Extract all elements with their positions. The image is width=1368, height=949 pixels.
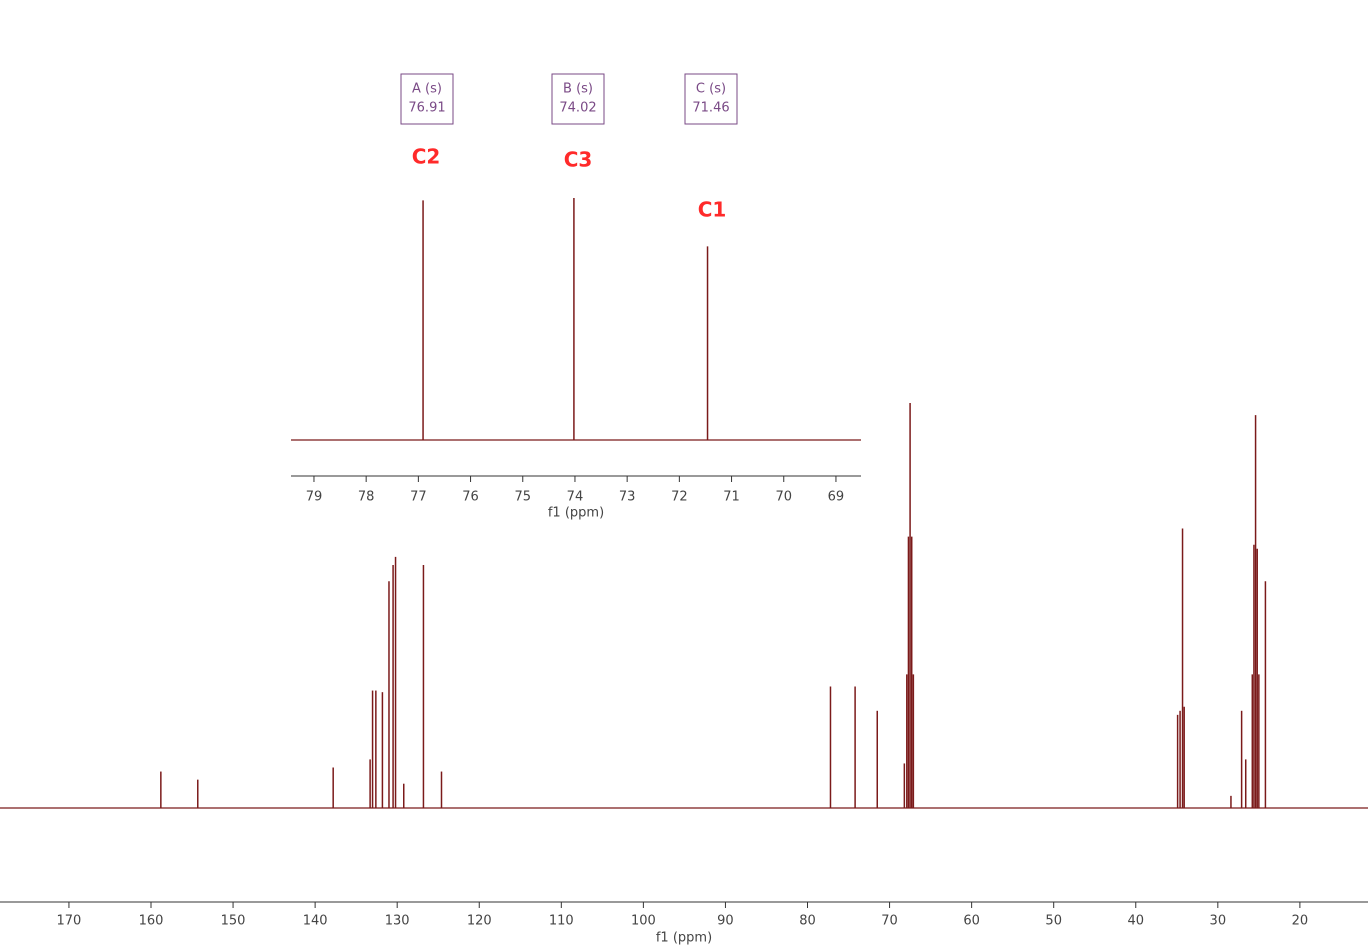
x-tick-label: 30 bbox=[1210, 914, 1227, 929]
x-tick-label: 80 bbox=[799, 914, 816, 929]
x-tick-label: 20 bbox=[1292, 914, 1309, 929]
x-tick-label: 74 bbox=[567, 490, 584, 505]
x-axis-label: f1 (ppm) bbox=[656, 931, 712, 946]
peak-box-value: 74.02 bbox=[559, 101, 596, 116]
x-tick-label: 69 bbox=[828, 490, 845, 505]
x-axis-label: f1 (ppm) bbox=[548, 506, 604, 521]
x-tick-label: 72 bbox=[671, 490, 688, 505]
x-tick-label: 160 bbox=[139, 914, 164, 929]
peak-box bbox=[400, 73, 454, 125]
x-tick-label: 140 bbox=[303, 914, 328, 929]
x-tick-label: 90 bbox=[717, 914, 734, 929]
peak-box-name: A (s) bbox=[412, 82, 442, 97]
x-tick-label: 71 bbox=[723, 490, 740, 505]
x-tick-label: 110 bbox=[549, 914, 574, 929]
x-tick-label: 76 bbox=[462, 490, 479, 505]
x-tick-label: 40 bbox=[1127, 914, 1144, 929]
x-tick-label: 79 bbox=[306, 490, 323, 505]
peak-box-value: 71.46 bbox=[692, 101, 729, 116]
peak-box bbox=[551, 73, 605, 125]
x-tick-label: 150 bbox=[221, 914, 246, 929]
x-tick-label: 75 bbox=[514, 490, 531, 505]
x-tick-label: 73 bbox=[619, 490, 636, 505]
peak-box-name: B (s) bbox=[563, 82, 593, 97]
x-tick-label: 170 bbox=[57, 914, 82, 929]
peak-box-value: 76.91 bbox=[408, 101, 445, 116]
x-tick-label: 70 bbox=[775, 490, 792, 505]
peak-label: C2 bbox=[412, 145, 441, 169]
x-tick-label: 77 bbox=[410, 490, 427, 505]
x-tick-label: 78 bbox=[358, 490, 375, 505]
x-tick-label: 100 bbox=[631, 914, 656, 929]
peak-box-name: C (s) bbox=[696, 82, 726, 97]
peak-label: C3 bbox=[564, 148, 593, 172]
peak-label: C1 bbox=[698, 198, 727, 222]
peak-box bbox=[684, 73, 738, 125]
x-tick-label: 130 bbox=[385, 914, 410, 929]
x-tick-label: 70 bbox=[881, 914, 898, 929]
x-tick-label: 120 bbox=[467, 914, 492, 929]
x-tick-label: 60 bbox=[963, 914, 980, 929]
x-tick-label: 50 bbox=[1045, 914, 1062, 929]
